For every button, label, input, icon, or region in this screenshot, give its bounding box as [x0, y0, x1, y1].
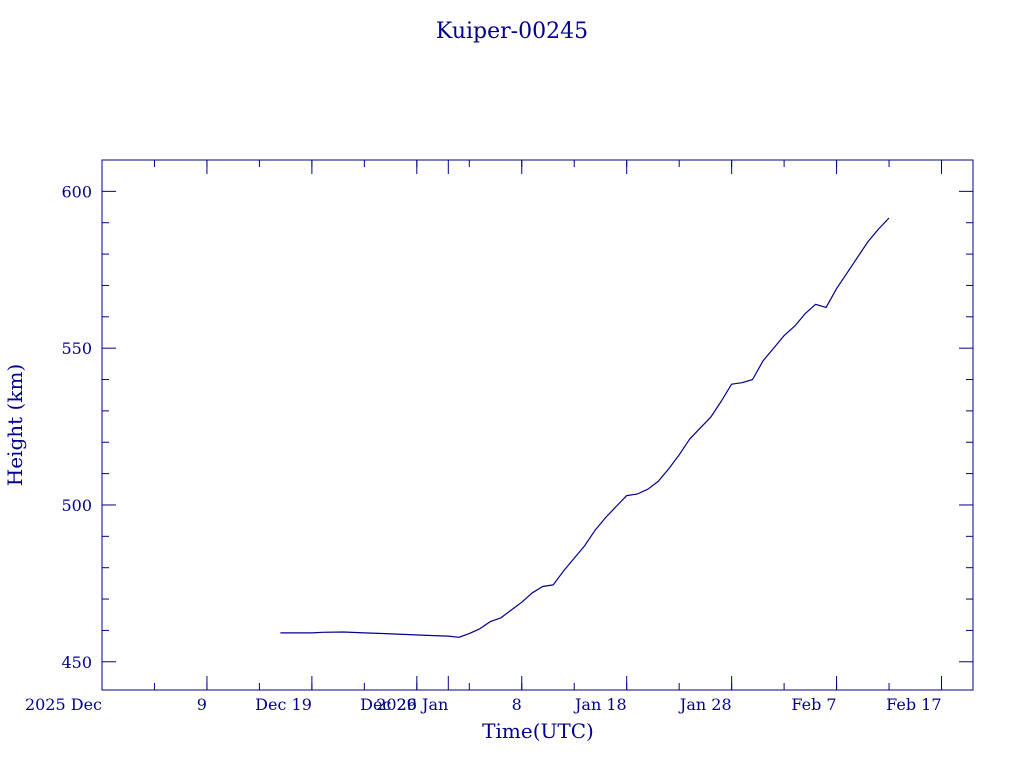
y-tick-label: 450	[61, 653, 92, 672]
y-axis-tick-labels: 450 500 550 600	[61, 182, 92, 671]
x-tick-label: Jan 18	[573, 695, 627, 714]
x-axis-label: Time(UTC)	[482, 719, 594, 743]
x-tick-label: Jan 28	[678, 695, 732, 714]
x-axis-ticks	[101, 160, 943, 690]
x-tick-label: Feb 7	[791, 695, 836, 714]
y-tick-label: 550	[61, 339, 92, 358]
x-tick-label: 2026 Jan	[376, 695, 448, 714]
x-tick-label: 8	[512, 695, 522, 714]
x-tick-label: 9	[197, 695, 207, 714]
series-line-height	[280, 217, 890, 638]
series-group	[280, 217, 890, 638]
y-tick-label: 600	[61, 182, 92, 201]
x-tick-label: 2025 Dec	[25, 695, 102, 714]
x-tick-label: Feb 17	[886, 695, 941, 714]
plot-frame	[101, 159, 974, 691]
y-tick-label: 500	[61, 496, 92, 515]
y-axis-label: Height (km)	[3, 364, 27, 486]
x-tick-label: Dec 19	[255, 695, 312, 714]
chart-title: Kuiper-00245	[436, 19, 588, 44]
x-tick-label: Dec 29	[360, 695, 417, 714]
y-axis-ticks	[102, 190, 973, 663]
